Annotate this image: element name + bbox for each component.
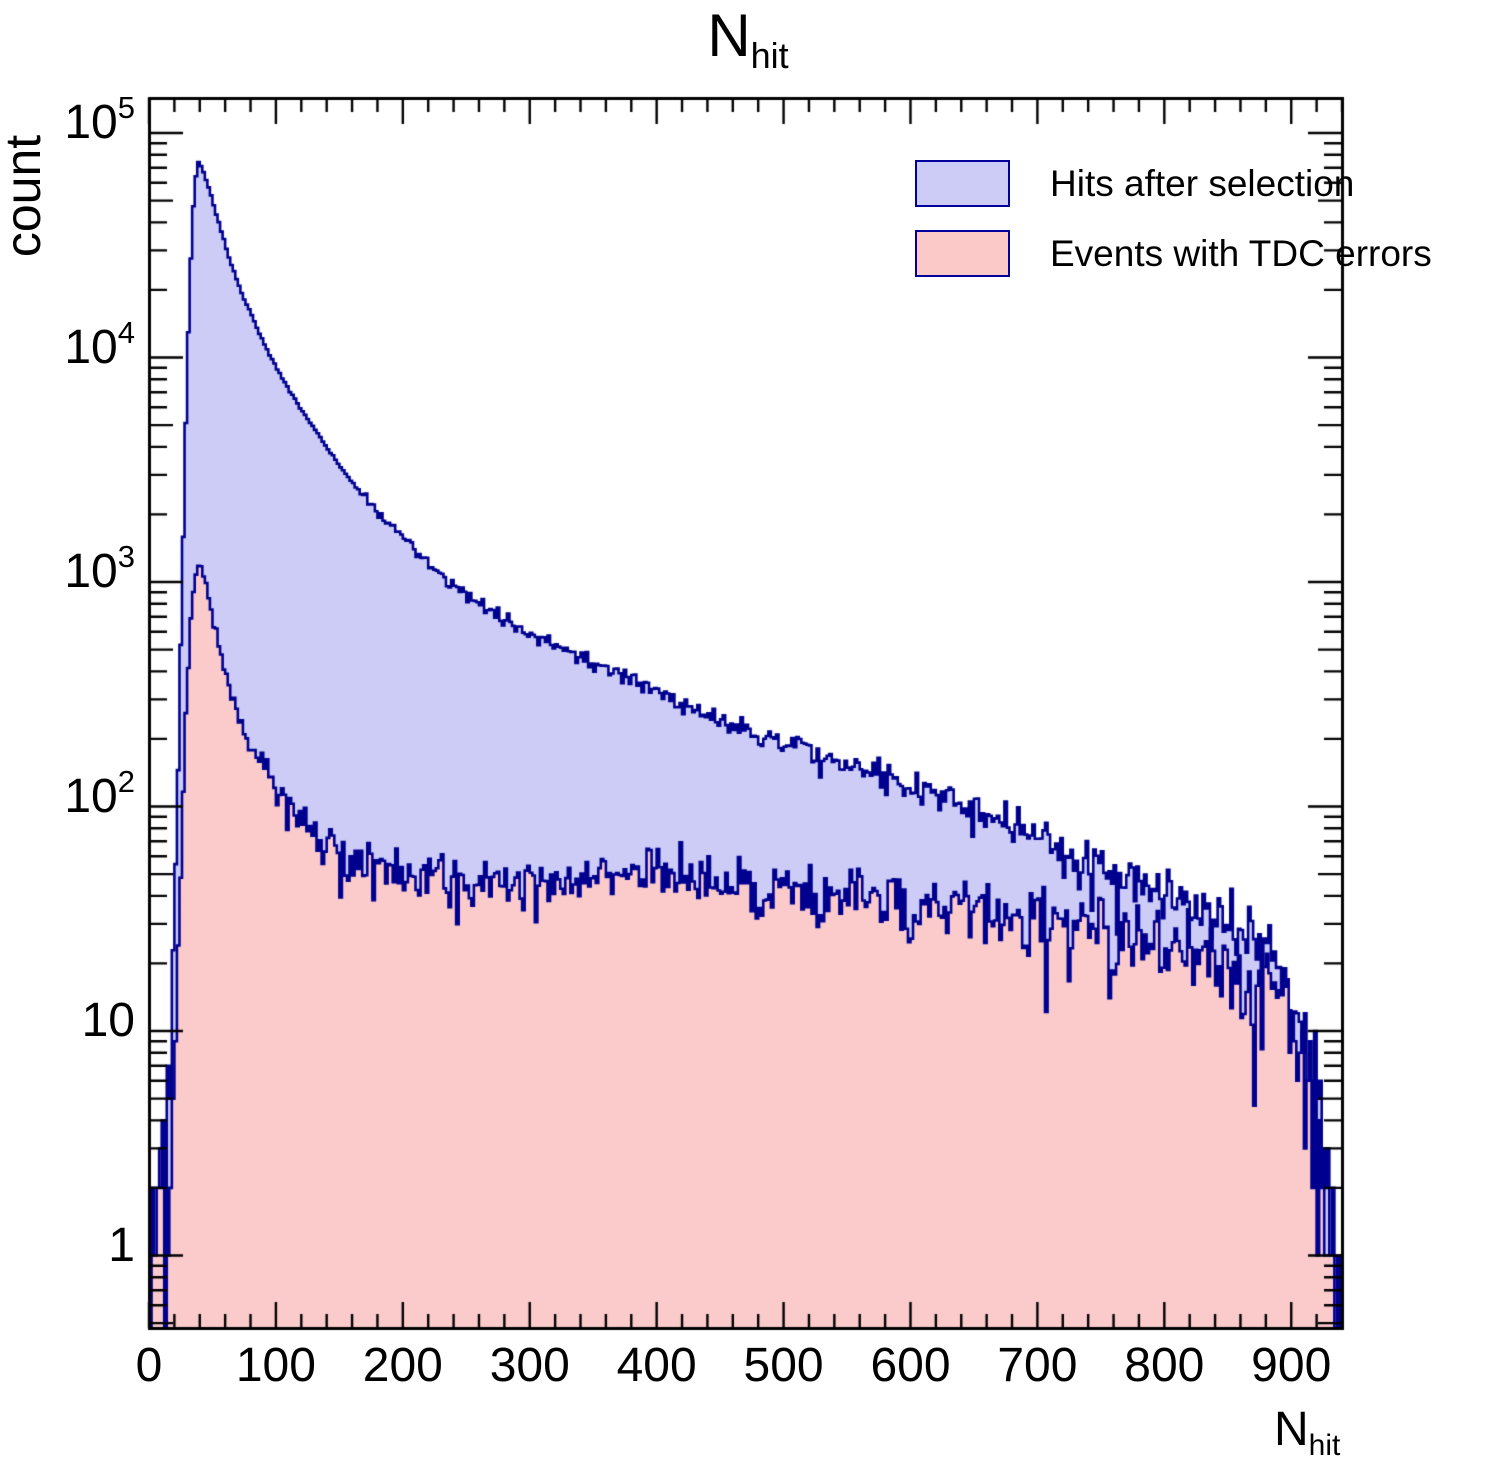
x-tick-label: 400: [616, 1339, 697, 1392]
x-axis-label-base: N: [1274, 1403, 1309, 1456]
x-axis-label-subscript: hit: [1308, 1429, 1341, 1462]
x-tick-label: 800: [1124, 1339, 1205, 1392]
y-tick-label: 104: [64, 314, 135, 374]
x-tick-label: 900: [1251, 1339, 1332, 1392]
y-tick-label: 102: [64, 763, 135, 823]
y-tick-label: 105: [64, 90, 135, 149]
y-tick-label: 10: [81, 994, 135, 1047]
x-tick-label: 500: [743, 1339, 824, 1392]
x-tick-label: 0: [135, 1339, 163, 1392]
x-axis-label: Nhit: [1274, 1403, 1340, 1461]
legend-label: Hits after selection: [1050, 163, 1355, 204]
x-tick-label: 200: [362, 1339, 443, 1392]
legend-item[interactable]: Events with TDC errors: [915, 230, 1432, 277]
x-tick-label: 700: [997, 1339, 1078, 1392]
y-tick-label: 103: [64, 539, 135, 598]
y-tick-label: 1: [108, 1218, 135, 1272]
legend-swatch: [915, 230, 1010, 277]
y-axis-label: count: [0, 134, 51, 258]
legend-label: Events with TDC errors: [1050, 233, 1432, 274]
legend-item[interactable]: Hits after selection: [915, 160, 1354, 207]
x-tick-label: 100: [235, 1339, 316, 1392]
legend-swatch: [915, 160, 1010, 207]
x-tick-label: 600: [870, 1339, 951, 1392]
x-tick-label: 300: [489, 1339, 570, 1392]
